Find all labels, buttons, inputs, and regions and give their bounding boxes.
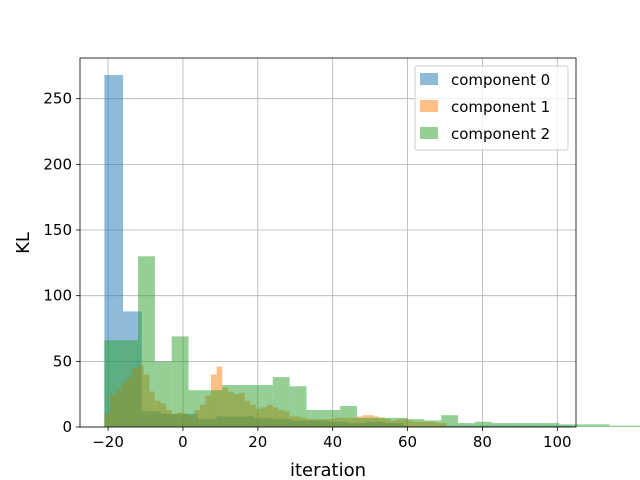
histogram-bar xyxy=(255,384,273,427)
x-tick-label: 100 xyxy=(543,433,572,451)
plot-frame xyxy=(79,57,577,428)
histogram-bar xyxy=(222,384,240,427)
histogram-bar xyxy=(576,424,593,427)
legend-box xyxy=(414,65,569,151)
histogram-bar xyxy=(542,423,560,427)
histogram-bar xyxy=(441,415,459,427)
histogram-bar xyxy=(104,75,124,428)
x-axis-ticks: −20 0 20 40 60 80 100 xyxy=(92,427,572,451)
x-tick-label: 80 xyxy=(473,433,492,451)
histogram-bar xyxy=(626,425,640,427)
legend-swatch-component-0 xyxy=(420,73,438,85)
histogram-bar xyxy=(323,409,341,427)
histogram-bar xyxy=(239,384,256,427)
x-tick-label: 60 xyxy=(398,433,417,451)
y-axis-label: KL xyxy=(13,232,34,254)
histogram-bar xyxy=(340,405,358,427)
histogram-bar xyxy=(188,390,206,427)
histogram-bar xyxy=(474,421,492,427)
legend-swatch-component-2 xyxy=(420,127,438,139)
histogram-bar xyxy=(491,423,509,427)
histogram-bar xyxy=(289,386,307,427)
y-tick-label: 50 xyxy=(53,352,72,370)
x-tick-label: 40 xyxy=(323,433,342,451)
legend: component 0 component 1 component 2 xyxy=(414,65,569,151)
x-tick-label: 0 xyxy=(178,433,188,451)
histogram-bar xyxy=(357,417,374,427)
legend-label-component-1: component 1 xyxy=(451,98,550,116)
histogram-bar xyxy=(609,425,627,427)
histogram-bar xyxy=(138,256,155,427)
histogram-bar xyxy=(508,423,526,427)
y-tick-label: 100 xyxy=(43,287,72,305)
histogram-bar xyxy=(272,377,290,427)
histogram-bar xyxy=(424,420,442,427)
histogram-bar xyxy=(373,417,391,427)
y-tick-label: 250 xyxy=(43,90,72,108)
x-axis-label: iteration xyxy=(290,460,366,480)
histogram-bar xyxy=(205,390,223,427)
x-tick-label: 20 xyxy=(248,433,267,451)
histogram-bar xyxy=(592,424,610,427)
histogram-bar xyxy=(154,361,172,427)
histogram-bar xyxy=(121,340,139,427)
histogram-bars xyxy=(104,75,640,428)
histogram-bar xyxy=(104,340,122,427)
histogram-bar xyxy=(458,423,475,427)
histogram-bar xyxy=(306,409,324,427)
legend-swatch-component-1 xyxy=(420,100,438,112)
x-tick-label: −20 xyxy=(92,433,124,451)
histogram-bar xyxy=(390,417,408,427)
histogram-bar xyxy=(407,419,425,427)
histogram-bar xyxy=(171,336,189,427)
legend-label-component-2: component 2 xyxy=(451,125,550,143)
y-axis-ticks: 0 50 100 150 200 250 xyxy=(43,90,80,436)
y-tick-label: 0 xyxy=(62,418,72,436)
series-2 xyxy=(104,256,640,427)
histogram-bar xyxy=(525,423,543,427)
histogram-bar xyxy=(559,424,576,427)
y-tick-label: 150 xyxy=(43,221,72,239)
y-tick-label: 200 xyxy=(43,155,72,173)
legend-label-component-0: component 0 xyxy=(451,71,550,89)
